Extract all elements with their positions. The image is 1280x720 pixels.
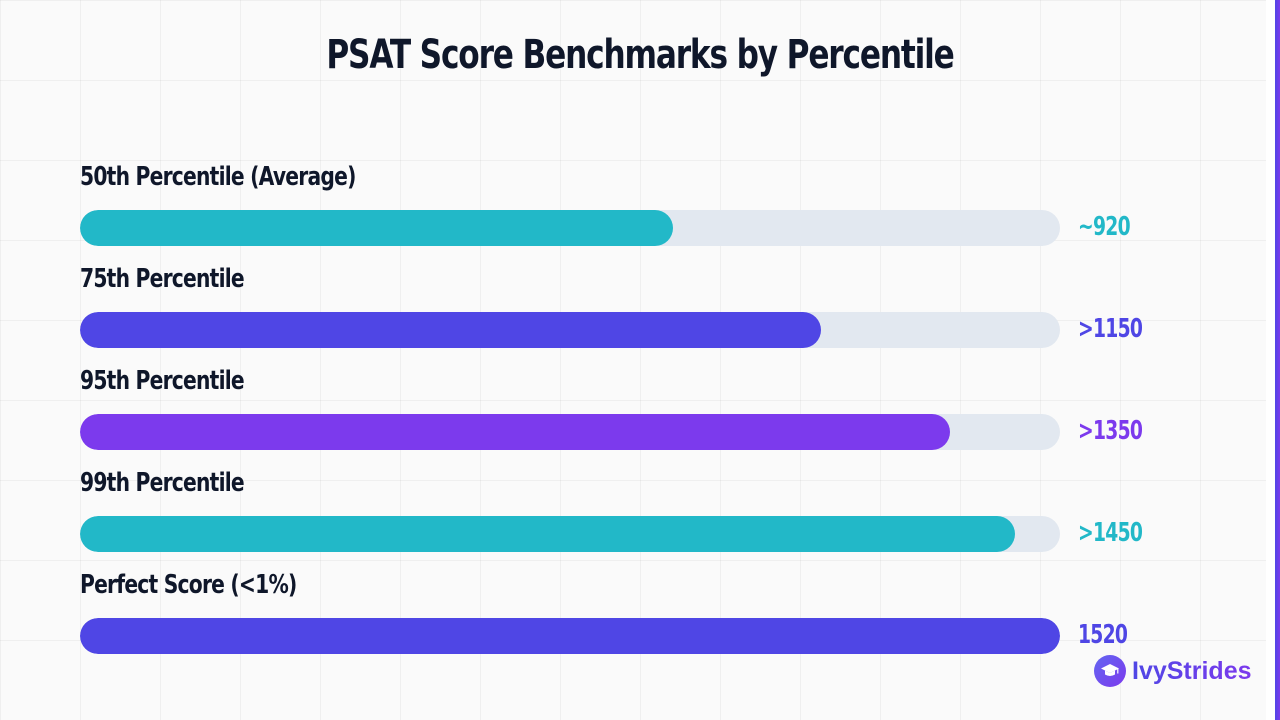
bar bbox=[80, 312, 821, 348]
category-label: 99th Percentile bbox=[80, 468, 245, 498]
data-label: >1350 bbox=[1078, 416, 1143, 446]
bar-track bbox=[80, 516, 1060, 552]
brand-name: IvyStrides bbox=[1132, 656, 1252, 685]
category-label: 50th Percentile (Average) bbox=[80, 162, 356, 192]
bar-track bbox=[80, 618, 1060, 654]
bar bbox=[80, 414, 950, 450]
graduation-cap-icon bbox=[1094, 655, 1126, 687]
bar-track bbox=[80, 312, 1060, 348]
category-label: 75th Percentile bbox=[80, 264, 245, 294]
right-accent-stripe bbox=[1266, 0, 1280, 720]
data-label: >1150 bbox=[1078, 314, 1143, 344]
bar-track bbox=[80, 210, 1060, 246]
data-label: ~920 bbox=[1078, 212, 1131, 242]
bar-track bbox=[80, 414, 1060, 450]
category-label: 95th Percentile bbox=[80, 366, 245, 396]
bar bbox=[80, 210, 673, 246]
bar bbox=[80, 516, 1015, 552]
category-label: Perfect Score (<1%) bbox=[80, 570, 297, 600]
chart-title: PSAT Score Benchmarks by Percentile bbox=[326, 32, 955, 78]
bar bbox=[80, 618, 1060, 654]
data-label: >1450 bbox=[1078, 518, 1143, 548]
data-label: 1520 bbox=[1078, 620, 1128, 650]
brand-logo: IvyStrides bbox=[1094, 654, 1252, 688]
